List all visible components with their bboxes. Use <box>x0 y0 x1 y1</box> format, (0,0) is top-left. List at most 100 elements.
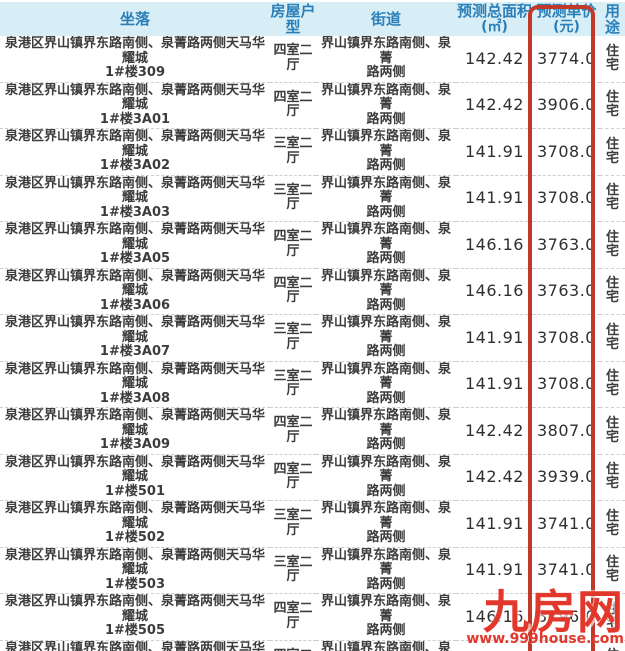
street-text: 界山镇界东路南侧、泉菁 <box>320 361 451 391</box>
usage-cell: 住宅 <box>605 183 619 213</box>
street-cell: 界山镇界东路南侧、泉菁 路两侧 <box>316 547 456 594</box>
price-cell: 3708.0 <box>537 141 596 161</box>
table-row: 泉港区界山镇界东路南侧、泉菁路两侧天马华耀城 1#楼505 四室二厅 界山镇界东… <box>0 594 625 641</box>
area-unit-label: (㎡) <box>481 19 508 35</box>
location-text: 泉港区界山镇界东路南侧、泉菁路两侧天马华耀城 <box>4 36 265 66</box>
street-text: 界山镇界东路南侧、泉菁 <box>320 175 451 205</box>
location-cell: 泉港区界山镇界东路南侧、泉菁路两侧天马华耀城 1#楼505 <box>0 594 270 641</box>
house-type-cell: 四室二厅 <box>270 640 316 651</box>
street-text-2: 路两侧 <box>366 65 406 80</box>
street-text: 界山镇界东路南侧、泉菁 <box>320 82 451 112</box>
house-type-cell: 四室二厅 <box>273 415 313 445</box>
price-cell: 3741.0 <box>537 560 596 579</box>
street-text: 界山镇界东路南侧、泉菁 <box>320 315 451 345</box>
unit-number-text: 1#楼3A08 <box>99 390 171 406</box>
street-cell: 界山镇界东路南侧、泉菁 路两侧 <box>316 594 456 641</box>
table-row: 泉港区界山镇界东路南侧、泉菁路两侧天马华耀城 1#楼502 三室二厅 界山镇界东… <box>0 501 625 548</box>
unit-number-text: 1#楼3A05 <box>99 251 171 266</box>
street-text: 界山镇界东路南侧、泉菁 <box>320 594 451 624</box>
table-header-row: 坐落 房屋户型 街道 预测总面积 (㎡) 预测单价 (元) 用途 <box>0 2 625 36</box>
unit-number-text: 1#楼501 <box>104 483 166 499</box>
location-cell: 泉港区界山镇界东路南侧、泉菁路两侧天马华耀城 1#楼503 <box>0 547 270 594</box>
street-cell: 界山镇界东路南侧、泉菁 路两侧 <box>316 501 456 548</box>
house-type-cell: 三室二厅 <box>273 368 313 399</box>
house-type-cell: 四室二厅 <box>273 229 313 259</box>
column-header-usage: 用途 <box>600 2 625 36</box>
street-text-2: 路两侧 <box>366 297 406 313</box>
area-cell: 146.16 <box>465 234 524 254</box>
street-text-2: 路两侧 <box>366 111 406 127</box>
location-text: 泉港区界山镇界东路南侧、泉菁路两侧天马华耀城 <box>4 594 265 624</box>
location-cell: 泉港区界山镇界东路南侧、泉菁路两侧天马华耀城 1#楼3A02 <box>0 129 270 176</box>
table-row: 泉港区界山镇界东路南侧、泉菁路两侧天马华耀城 1#楼506 四室二厅 界山镇界东… <box>0 640 625 651</box>
street-cell: 界山镇界东路南侧、泉菁 路两侧 <box>316 129 456 176</box>
unit-number-text: 1#楼309 <box>104 65 166 80</box>
price-cell: 3763.0 <box>537 281 596 300</box>
usage-cell: 住宅 <box>600 640 625 651</box>
area-cell: 141.91 <box>465 327 524 347</box>
house-type-cell: 四室二厅 <box>273 89 313 120</box>
street-cell: 界山镇界东路南侧、泉菁 路两侧 <box>316 454 456 501</box>
location-text: 泉港区界山镇界东路南侧、泉菁路两侧天马华耀城 <box>4 454 265 484</box>
price-cell: 3939.0 <box>537 467 596 486</box>
street-cell: 界山镇界东路南侧、泉菁 路两侧 <box>316 222 456 269</box>
area-cell: 142.42 <box>465 95 524 114</box>
price-cell: 3741.0 <box>537 513 596 533</box>
area-cell: 142.42 <box>465 48 524 68</box>
column-header-street: 街道 <box>316 2 456 36</box>
street-text-2: 路两侧 <box>366 576 406 592</box>
street-text-2: 路两侧 <box>366 483 406 499</box>
price-cell: 3796.0 <box>533 640 600 651</box>
price-unit-label: (元) <box>553 19 580 35</box>
street-cell: 界山镇界东路南侧、泉菁 路两侧 <box>316 175 456 222</box>
area-cell: 142.42 <box>465 420 524 440</box>
street-text: 界山镇界东路南侧、泉菁 <box>320 36 451 66</box>
location-cell: 泉港区界山镇界东路南侧、泉菁路两侧天马华耀城 1#楼309 <box>0 36 270 82</box>
location-cell: 泉港区界山镇界东路南侧、泉菁路两侧天马华耀城 1#楼3A08 <box>0 361 270 408</box>
area-cell: 141.91 <box>465 374 524 393</box>
location-text: 泉港区界山镇界东路南侧、泉菁路两侧天马华耀城 <box>4 501 265 531</box>
table-row: 泉港区界山镇界东路南侧、泉菁路两侧天马华耀城 1#楼3A02 三室二厅 界山镇界… <box>0 129 625 176</box>
area-cell: 142.42 <box>465 467 524 486</box>
location-text: 泉港区界山镇界东路南侧、泉菁路两侧天马华耀城 <box>4 315 265 345</box>
area-cell: 146.16 <box>465 281 524 300</box>
column-header-total-area: 预测总面积 (㎡) <box>456 2 533 36</box>
street-text: 界山镇界东路南侧、泉菁 <box>320 454 451 484</box>
street-cell: 界山镇界东路南侧、泉菁 路两侧 <box>316 315 456 362</box>
unit-number-text: 1#楼3A09 <box>99 437 171 452</box>
price-cell: 3906.0 <box>537 95 596 114</box>
house-type-cell: 四室二厅 <box>273 275 313 306</box>
house-type-cell: 三室二厅 <box>273 136 313 166</box>
house-type-cell: 三室二厅 <box>273 554 313 585</box>
street-text: 界山镇界东路南侧、泉菁 <box>320 408 451 438</box>
column-header-house-type: 房屋户型 <box>270 2 316 36</box>
location-text: 泉港区界山镇界东路南侧、泉菁路两侧天马华耀城 <box>4 361 265 391</box>
location-cell: 泉港区界山镇界东路南侧、泉菁路两侧天马华耀城 1#楼501 <box>0 454 270 501</box>
unit-number-text: 1#楼505 <box>104 623 166 638</box>
street-text: 界山镇界东路南侧、泉菁 <box>320 268 451 298</box>
location-cell: 泉港区界山镇界东路南侧、泉菁路两侧天马华耀城 1#楼3A07 <box>0 315 270 362</box>
area-cell: 146.16 <box>465 606 524 626</box>
house-type-cell: 三室二厅 <box>273 182 313 213</box>
street-text-2: 路两侧 <box>366 204 406 220</box>
location-cell: 泉港区界山镇界东路南侧、泉菁路两侧天马华耀城 1#楼3A09 <box>0 408 270 455</box>
usage-cell: 住宅 <box>605 43 619 73</box>
street-text: 界山镇界东路南侧、泉菁 <box>320 129 451 159</box>
house-type-cell: 四室二厅 <box>273 601 313 631</box>
street-text-2: 路两侧 <box>366 251 406 266</box>
column-header-location: 坐落 <box>0 2 270 36</box>
price-cell: 3763.0 <box>537 234 596 254</box>
street-text-2: 路两侧 <box>366 530 406 545</box>
location-text: 泉港区界山镇界东路南侧、泉菁路两侧天马华耀城 <box>4 268 265 298</box>
street-text-2: 路两侧 <box>366 390 406 406</box>
street-cell: 界山镇界东路南侧、泉菁 路两侧 <box>316 361 456 408</box>
location-text: 泉港区界山镇界东路南侧、泉菁路两侧天马华耀城 <box>4 129 265 159</box>
unit-number-text: 1#楼3A06 <box>99 297 171 313</box>
area-cell: 141.91 <box>465 141 524 161</box>
street-cell: 界山镇界东路南侧、泉菁 路两侧 <box>316 82 456 129</box>
usage-cell: 住宅 <box>605 555 619 585</box>
unit-number-text: 1#楼502 <box>104 530 166 545</box>
location-cell: 泉港区界山镇界东路南侧、泉菁路两侧天马华耀城 1#楼3A03 <box>0 175 270 222</box>
usage-cell: 住宅 <box>605 415 619 445</box>
table-row: 泉港区界山镇界东路南侧、泉菁路两侧天马华耀城 1#楼3A09 四室二厅 界山镇界… <box>0 408 625 455</box>
